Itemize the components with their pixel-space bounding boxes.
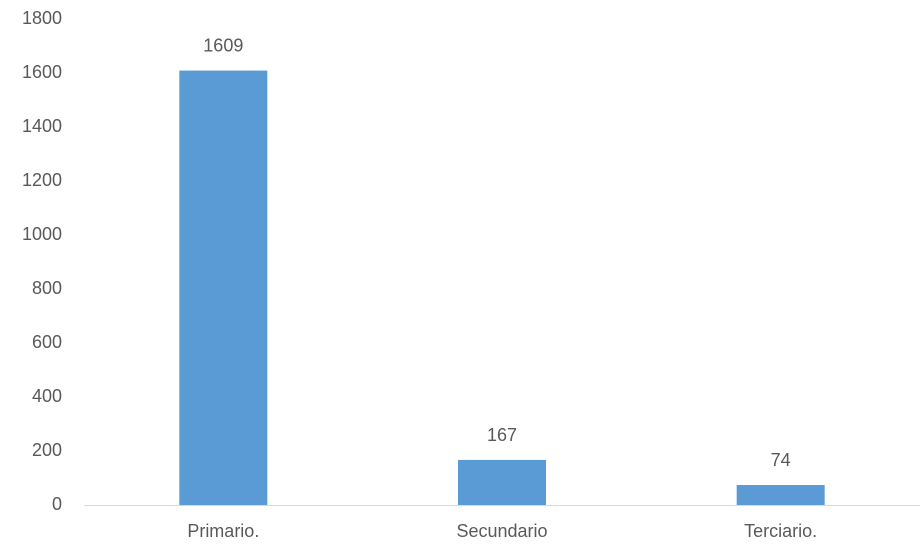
y-tick-label: 200 [32,440,62,460]
data-label: 1609 [203,36,243,56]
x-axis-tick-labels: Primario. Secundario Terciario. [187,521,817,541]
bar [179,70,268,505]
y-tick-label: 600 [32,332,62,352]
bars-group [179,70,825,505]
y-tick-label: 0 [52,494,62,514]
y-tick-label: 1400 [22,116,62,136]
y-tick-label: 1800 [22,8,62,28]
bar [736,485,825,505]
y-tick-label: 1000 [22,224,62,244]
data-labels-group: 1609 167 74 [203,36,790,470]
y-tick-label: 1200 [22,170,62,190]
x-tick-label: Secundario [456,521,547,541]
data-label: 167 [487,425,517,445]
x-tick-label: Terciario. [744,521,817,541]
y-tick-label: 1600 [22,62,62,82]
data-label: 74 [771,450,791,470]
y-axis-tick-labels: 0 200 400 600 800 1000 1200 1400 1600 1800 [22,8,62,514]
bar [458,459,546,505]
x-tick-label: Primario. [187,521,259,541]
y-tick-label: 800 [32,278,62,298]
y-tick-label: 400 [32,386,62,406]
